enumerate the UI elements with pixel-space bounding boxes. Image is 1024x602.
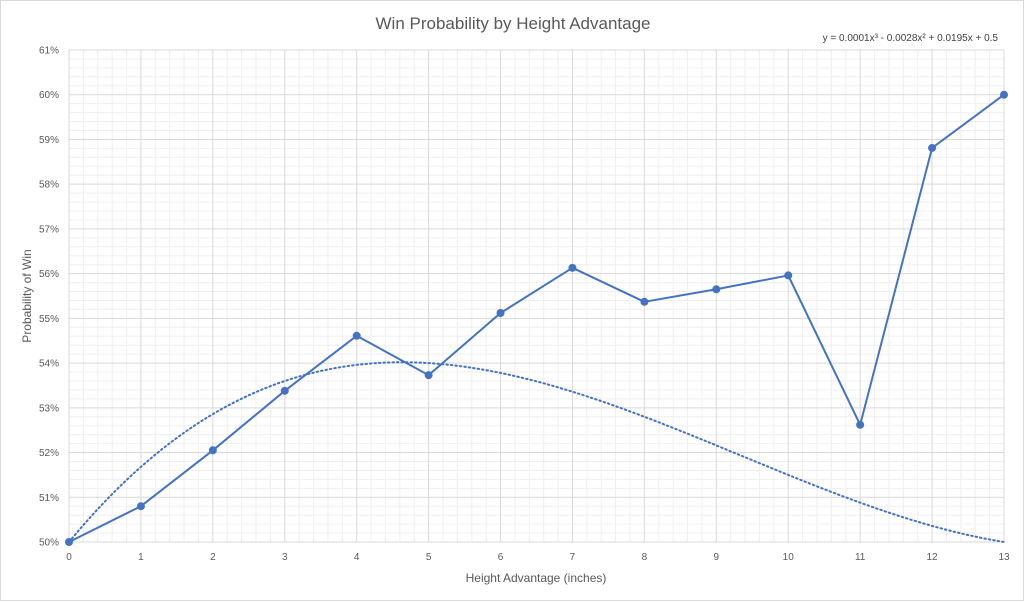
y-tick-label: 53% bbox=[39, 403, 59, 414]
y-tick-label: 61% bbox=[39, 46, 59, 57]
x-tick-label: 0 bbox=[66, 552, 72, 563]
x-tick-label: 12 bbox=[927, 552, 939, 563]
data-point bbox=[1000, 90, 1008, 99]
y-tick-label: 50% bbox=[39, 538, 59, 549]
trendline-layer bbox=[68, 361, 1005, 543]
x-axis-tick-labels: 0 1 2 3 4 5 6 7 8 9 10 11 12 13 bbox=[66, 552, 1010, 563]
data-point bbox=[856, 420, 865, 429]
y-tick-label: 54% bbox=[39, 359, 59, 370]
data-point bbox=[568, 263, 577, 272]
x-tick-label: 5 bbox=[426, 552, 432, 563]
data-point bbox=[208, 446, 217, 455]
x-tick-label: 3 bbox=[282, 552, 288, 563]
series-layer bbox=[65, 90, 1008, 546]
data-point bbox=[640, 297, 649, 306]
y-tick-label: 59% bbox=[39, 135, 59, 146]
data-point bbox=[65, 538, 73, 546]
x-axis-title: Height Advantage (inches) bbox=[466, 571, 607, 585]
y-tick-label: 55% bbox=[39, 314, 59, 325]
data-point bbox=[136, 502, 145, 511]
x-tick-label: 10 bbox=[783, 552, 795, 563]
trendline-equation: y = 0.0001x³ - 0.0028x² + 0.0195x + 0.5 bbox=[823, 33, 999, 44]
data-point bbox=[280, 386, 289, 395]
data-point bbox=[928, 143, 937, 152]
major-gridlines bbox=[68, 49, 1005, 543]
y-tick-label: 51% bbox=[39, 493, 59, 504]
x-tick-label: 11 bbox=[855, 552, 866, 563]
y-tick-label: 56% bbox=[39, 269, 59, 280]
series-line bbox=[68, 93, 1005, 543]
x-tick-label: 2 bbox=[210, 552, 216, 563]
y-tick-label: 52% bbox=[39, 448, 59, 459]
data-point bbox=[784, 271, 793, 280]
chart-title: Win Probability by Height Advantage bbox=[376, 14, 651, 33]
x-tick-label: 4 bbox=[354, 552, 360, 563]
x-tick-label: 7 bbox=[570, 552, 576, 563]
data-point bbox=[712, 285, 721, 294]
y-axis-tick-labels: 50% 51% 52% 53% 54% 55% 56% 57% 58% 59% 60% 61% bbox=[39, 46, 59, 549]
data-point bbox=[496, 309, 505, 317]
x-tick-label: 1 bbox=[138, 552, 144, 563]
polynomial-trendline bbox=[68, 361, 1005, 543]
data-point bbox=[352, 331, 361, 340]
data-point bbox=[424, 371, 433, 380]
x-tick-label: 9 bbox=[714, 552, 720, 563]
minor-gridlines bbox=[69, 50, 1004, 542]
x-tick-label: 6 bbox=[498, 552, 504, 563]
x-tick-label: 13 bbox=[998, 552, 1010, 563]
y-axis-title: Probability of Win bbox=[20, 249, 34, 342]
y-tick-label: 57% bbox=[39, 224, 59, 235]
y-tick-label: 60% bbox=[39, 90, 59, 101]
x-tick-label: 8 bbox=[642, 552, 648, 563]
y-tick-label: 58% bbox=[39, 180, 59, 191]
